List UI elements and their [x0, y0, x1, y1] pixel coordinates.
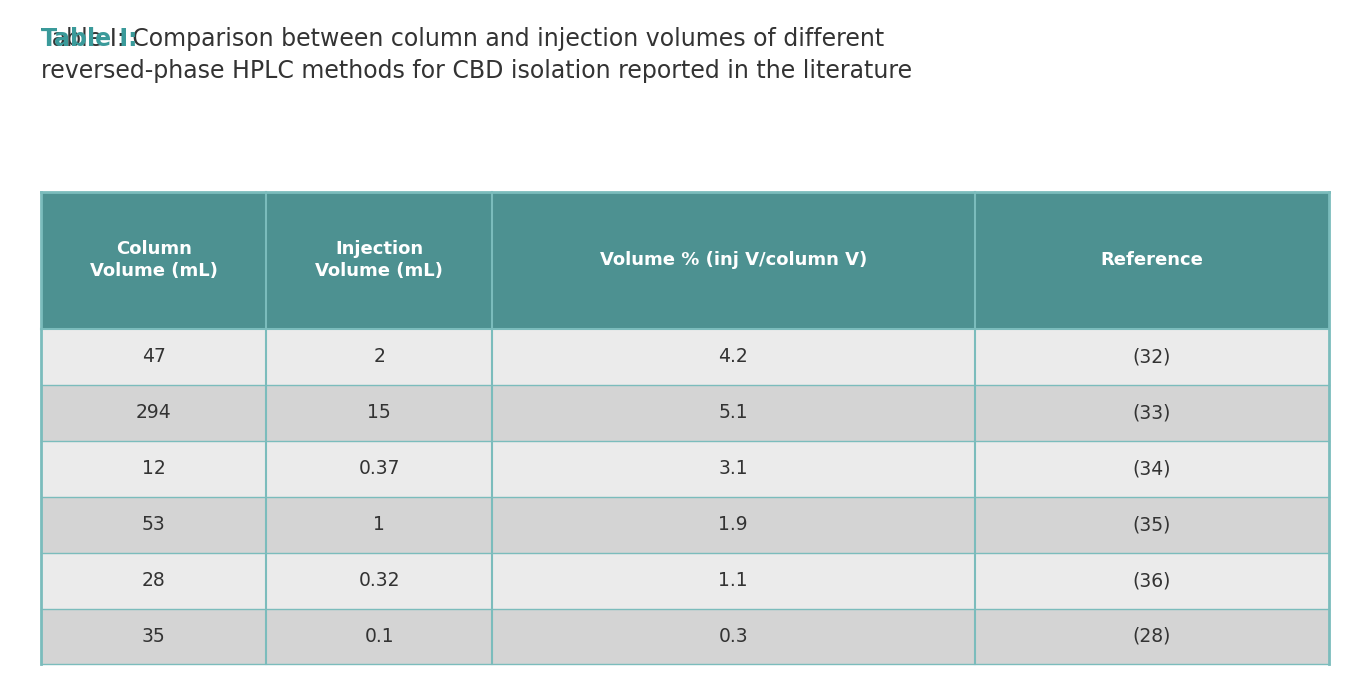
- Text: 28: 28: [142, 571, 166, 590]
- Text: 1.9: 1.9: [718, 515, 748, 534]
- FancyBboxPatch shape: [41, 440, 1329, 497]
- Text: 5.1: 5.1: [718, 403, 748, 422]
- Text: 3.1: 3.1: [718, 459, 748, 478]
- Text: Table I:: Table I:: [41, 27, 137, 51]
- Text: 4.2: 4.2: [718, 347, 748, 366]
- Text: 0.1: 0.1: [364, 627, 395, 646]
- FancyBboxPatch shape: [41, 329, 1329, 385]
- FancyBboxPatch shape: [41, 385, 1329, 440]
- Text: 15: 15: [367, 403, 390, 422]
- Text: 12: 12: [142, 459, 166, 478]
- Text: (35): (35): [1133, 515, 1171, 534]
- Text: Reference: Reference: [1100, 251, 1203, 269]
- Text: 35: 35: [142, 627, 166, 646]
- Text: (33): (33): [1133, 403, 1171, 422]
- Text: 2: 2: [373, 347, 385, 366]
- FancyBboxPatch shape: [41, 192, 1329, 329]
- Text: 47: 47: [142, 347, 166, 366]
- Text: (36): (36): [1133, 571, 1171, 590]
- Text: Volume % (inj V/column V): Volume % (inj V/column V): [600, 251, 867, 269]
- Text: (34): (34): [1133, 459, 1171, 478]
- FancyBboxPatch shape: [41, 553, 1329, 608]
- Text: 0.37: 0.37: [359, 459, 400, 478]
- Text: 294: 294: [136, 403, 171, 422]
- Text: 53: 53: [142, 515, 166, 534]
- Text: 1: 1: [373, 515, 385, 534]
- Text: Injection
Volume (mL): Injection Volume (mL): [315, 240, 443, 280]
- FancyBboxPatch shape: [41, 497, 1329, 553]
- Text: (32): (32): [1133, 347, 1171, 366]
- Text: (28): (28): [1133, 627, 1171, 646]
- FancyBboxPatch shape: [41, 608, 1329, 664]
- Text: 0.3: 0.3: [718, 627, 748, 646]
- Text: 1.1: 1.1: [718, 571, 748, 590]
- Text: Table I: Comparison between column and injection volumes of different
reversed-p: Table I: Comparison between column and i…: [41, 27, 912, 83]
- Text: 0.32: 0.32: [359, 571, 400, 590]
- Text: Column
Volume (mL): Column Volume (mL): [90, 240, 218, 280]
